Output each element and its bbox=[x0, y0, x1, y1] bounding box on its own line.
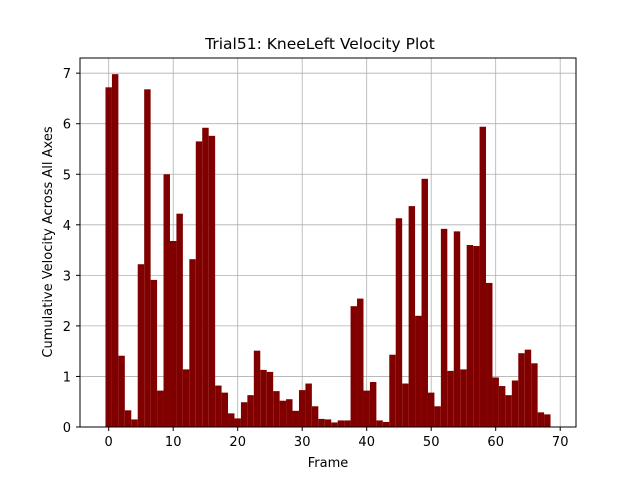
bar bbox=[157, 390, 164, 427]
bar bbox=[118, 355, 125, 427]
bar bbox=[131, 419, 138, 427]
bar bbox=[486, 282, 493, 427]
bar bbox=[498, 386, 506, 427]
bar bbox=[260, 369, 267, 427]
y-tick-label: 7 bbox=[63, 67, 71, 82]
bar bbox=[124, 410, 132, 427]
bar bbox=[202, 127, 209, 427]
y-axis: 0 1 2 3 4 5 6 7 bbox=[63, 67, 80, 436]
y-tick-label: 2 bbox=[63, 320, 71, 335]
bar bbox=[511, 380, 519, 427]
bar bbox=[434, 406, 441, 427]
bar bbox=[182, 369, 190, 427]
bar bbox=[305, 383, 312, 427]
x-tick-label: 40 bbox=[358, 435, 375, 450]
bar bbox=[228, 413, 235, 427]
x-tick-label: 50 bbox=[423, 435, 440, 450]
bar bbox=[279, 400, 287, 427]
bar bbox=[105, 87, 112, 427]
bar bbox=[421, 178, 428, 427]
bar bbox=[395, 218, 403, 427]
bar bbox=[144, 89, 151, 428]
bar bbox=[169, 240, 177, 427]
bar bbox=[427, 392, 435, 427]
bar bbox=[176, 213, 183, 427]
bar bbox=[273, 391, 280, 427]
bar bbox=[234, 418, 241, 427]
bar bbox=[363, 390, 370, 427]
bar bbox=[415, 315, 422, 427]
x-tick-label: 10 bbox=[165, 435, 182, 450]
bar bbox=[408, 206, 416, 427]
bar bbox=[298, 390, 306, 427]
bars bbox=[105, 74, 551, 428]
bar bbox=[518, 353, 525, 427]
chart-title: Trial51: KneeLeft Velocity Plot bbox=[204, 35, 435, 53]
bar bbox=[440, 228, 448, 427]
bar bbox=[150, 279, 158, 427]
bar bbox=[189, 259, 196, 427]
bar bbox=[505, 395, 512, 427]
bar bbox=[466, 245, 474, 427]
bar bbox=[479, 126, 487, 427]
bar bbox=[350, 306, 358, 427]
bar bbox=[247, 395, 254, 427]
x-tick-label: 70 bbox=[552, 435, 569, 450]
bar bbox=[453, 231, 461, 427]
bar bbox=[311, 406, 319, 427]
bar bbox=[344, 420, 351, 427]
plot-frame bbox=[79, 57, 577, 428]
grid bbox=[80, 58, 576, 428]
y-tick-label: 6 bbox=[63, 118, 71, 133]
bar bbox=[369, 382, 377, 427]
x-tick-label: 30 bbox=[294, 435, 311, 450]
x-tick-label: 60 bbox=[487, 435, 504, 450]
bar bbox=[286, 399, 293, 427]
x-tick-label: 0 bbox=[105, 435, 113, 450]
bar bbox=[357, 298, 364, 427]
y-tick-label: 4 bbox=[63, 219, 71, 234]
bar bbox=[221, 392, 229, 427]
bar bbox=[195, 141, 203, 427]
bar bbox=[208, 135, 216, 427]
bar bbox=[524, 349, 532, 427]
bar bbox=[382, 421, 390, 427]
bar bbox=[492, 377, 499, 427]
bar bbox=[163, 174, 170, 427]
bar bbox=[389, 354, 396, 427]
y-tick-label: 3 bbox=[63, 269, 71, 284]
bar bbox=[331, 422, 338, 427]
y-axis-label: Cumulative Velocity Across All Axes bbox=[41, 126, 56, 357]
bar bbox=[447, 370, 454, 427]
bar bbox=[537, 412, 545, 427]
bar bbox=[473, 246, 480, 427]
bar bbox=[544, 414, 551, 427]
x-axis: 0 10 20 30 40 50 60 70 bbox=[105, 427, 569, 450]
bar bbox=[337, 420, 345, 427]
bar bbox=[240, 402, 248, 427]
bar bbox=[253, 350, 261, 427]
x-axis-label: Frame bbox=[308, 456, 349, 471]
bar bbox=[531, 363, 538, 427]
bar bbox=[215, 385, 222, 427]
y-tick-label: 5 bbox=[63, 168, 71, 183]
bar bbox=[460, 369, 467, 427]
bar bbox=[266, 371, 274, 427]
bar bbox=[318, 418, 325, 427]
bar bbox=[376, 420, 383, 427]
bar bbox=[292, 410, 299, 427]
y-tick-label: 1 bbox=[63, 370, 71, 385]
bar bbox=[324, 419, 332, 427]
y-tick-label: 0 bbox=[63, 421, 71, 436]
plot-area bbox=[80, 58, 576, 427]
bar bbox=[402, 383, 409, 427]
x-tick-label: 20 bbox=[229, 435, 246, 450]
bar bbox=[137, 264, 145, 427]
bar bbox=[111, 74, 119, 427]
